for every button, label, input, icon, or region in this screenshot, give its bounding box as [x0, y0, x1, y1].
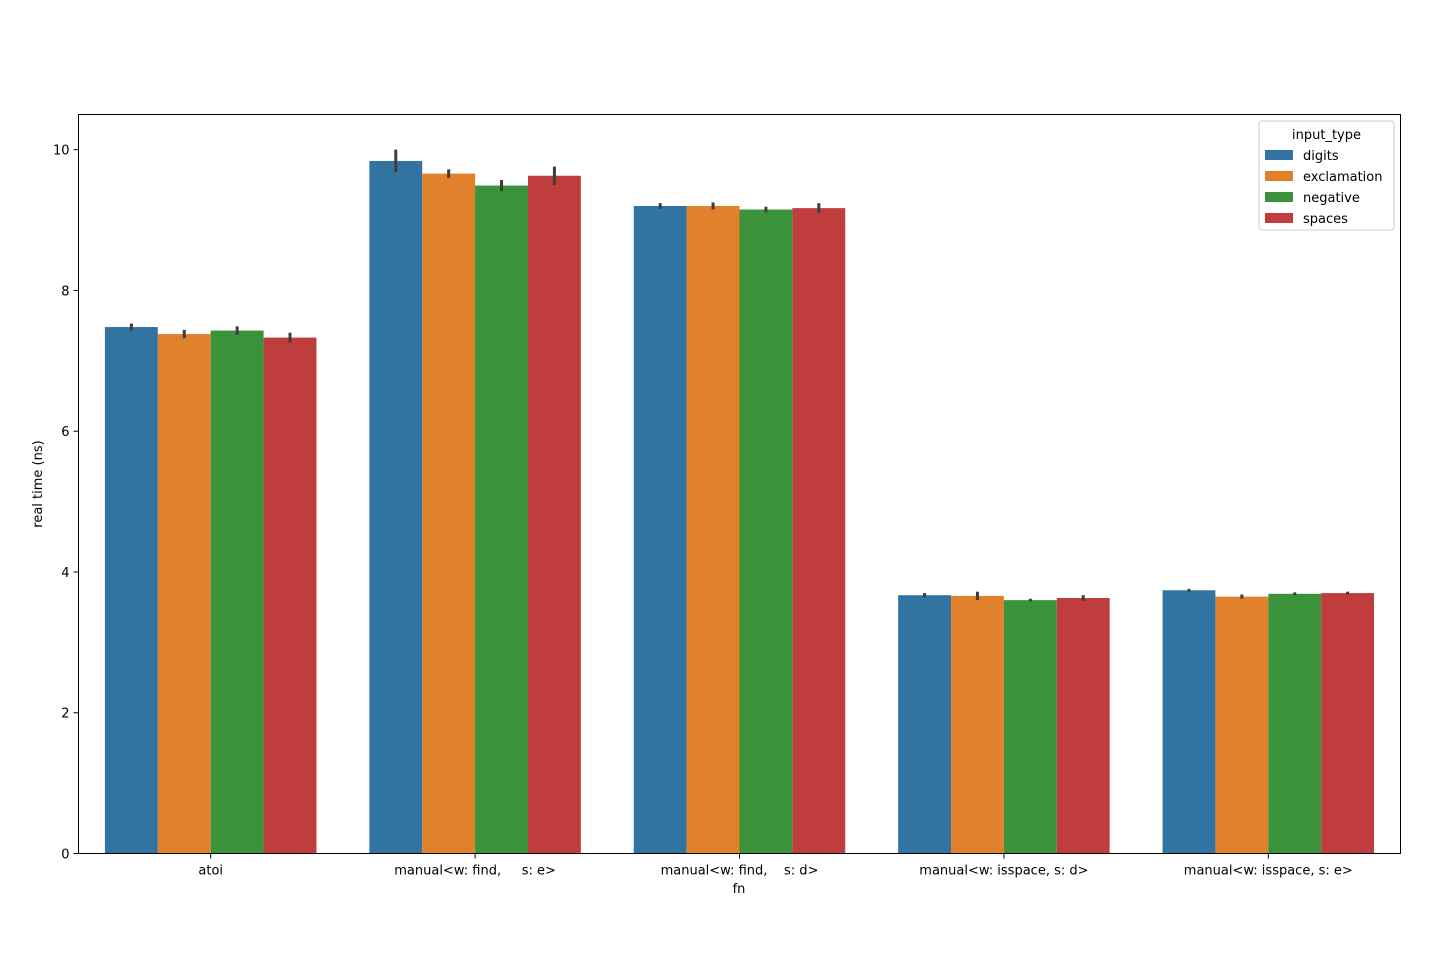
y-tick-label: 6 — [61, 425, 69, 440]
bar-negative-2 — [739, 209, 793, 854]
bar-exclamation-1 — [422, 173, 476, 854]
legend-swatch-negative — [1265, 192, 1293, 202]
legend-label-negative: negative — [1303, 191, 1360, 206]
x-tick-label: manual<w: find, s: d> — [661, 864, 819, 879]
legend-swatch-exclamation — [1265, 171, 1293, 181]
legend-box — [1258, 120, 1395, 231]
bar-exclamation-0 — [157, 334, 211, 854]
error-bars-layer — [129, 149, 1350, 602]
bar-spaces-0 — [263, 337, 317, 854]
bar-digits-2 — [633, 205, 687, 854]
legend-label-exclamation: exclamation — [1303, 170, 1383, 185]
bars-layer — [104, 160, 1375, 854]
legend-swatch-spaces — [1265, 213, 1293, 223]
bar-digits-3 — [898, 595, 952, 854]
legend-label-digits: digits — [1303, 149, 1339, 164]
x-axis-label: fn — [733, 882, 746, 897]
y-tick-label: 2 — [61, 707, 69, 722]
bar-exclamation-4 — [1215, 596, 1269, 854]
x-tick-label: manual<w: isspace, s: e> — [1184, 864, 1353, 879]
bar-spaces-3 — [1056, 598, 1110, 854]
bar-digits-0 — [104, 327, 158, 854]
bar-spaces-1 — [527, 175, 581, 854]
x-tick-label: manual<w: find, s: e> — [394, 864, 556, 879]
legend-swatch-digits — [1265, 150, 1293, 160]
y-axis-label: real time (ns) — [31, 440, 46, 527]
bar-digits-1 — [369, 160, 423, 854]
y-tick-label: 10 — [53, 144, 70, 159]
y-tick-label: 8 — [61, 284, 69, 299]
x-tick-label: atoi — [198, 864, 223, 879]
bar-negative-1 — [475, 185, 528, 854]
bar-negative-3 — [1003, 600, 1057, 854]
bar-exclamation-2 — [686, 205, 740, 854]
y-tick-label: 0 — [61, 848, 69, 863]
legend-title: input_type — [1292, 128, 1361, 143]
bar-spaces-4 — [1321, 593, 1375, 854]
legend-label-spaces: spaces — [1303, 212, 1348, 227]
x-axis: atoi manual<w: find, s: e> manual<w: find,… — [198, 853, 1353, 879]
x-tick-label: manual<w: isspace, s: d> — [919, 864, 1088, 879]
bar-negative-4 — [1268, 593, 1322, 854]
bar-exclamation-3 — [951, 595, 1004, 854]
bar-negative-0 — [210, 330, 264, 854]
y-tick-label: 4 — [61, 566, 69, 581]
y-axis: 0 2 4 6 8 10 — [53, 144, 79, 863]
bar-spaces-2 — [792, 208, 846, 854]
bar-digits-4 — [1162, 590, 1216, 854]
